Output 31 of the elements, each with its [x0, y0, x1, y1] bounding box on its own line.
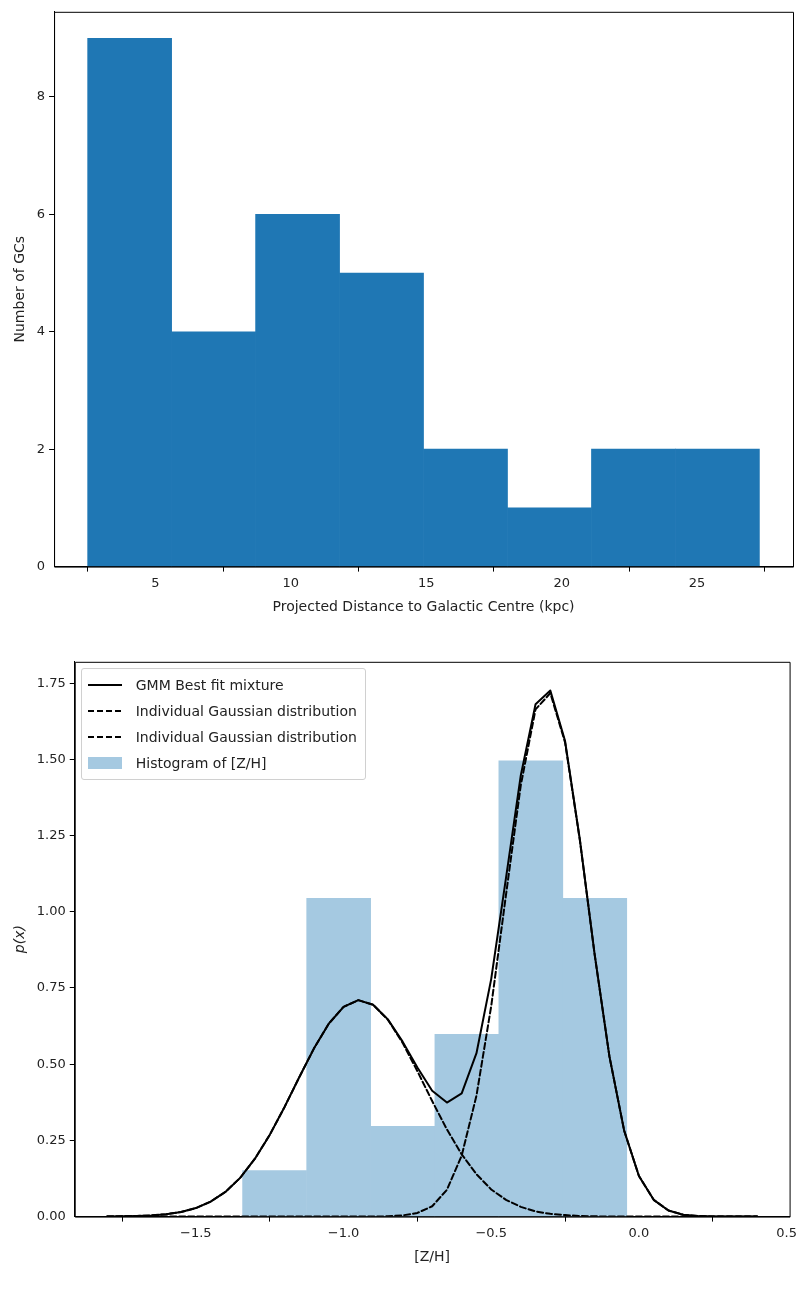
- x-tick-label: 5: [151, 574, 160, 590]
- y-tick-label: 0.50: [36, 1055, 66, 1071]
- legend-label: Histogram of [Z/H]: [135, 754, 267, 771]
- y-tick-label: 6: [36, 205, 46, 221]
- y-tick-label: 2: [36, 440, 46, 456]
- x-axis-title: Projected Distance to Galactic Centre (kpc): [272, 598, 575, 615]
- x-tick-label: 25: [688, 574, 706, 590]
- x-tick-label: 20: [553, 574, 570, 590]
- legend-label: Individual Gaussian distribution: [135, 728, 357, 745]
- y-tick-label: 4: [36, 323, 46, 339]
- y-axis-title: Number of GCs: [11, 235, 28, 343]
- y-axis-title: p(x): [11, 925, 28, 955]
- y-tick-label: 0: [36, 557, 46, 573]
- y-tick-label: 0.00: [36, 1207, 66, 1223]
- x-tick-label: 15: [417, 574, 435, 590]
- y-tick-label: 0.75: [36, 979, 66, 995]
- y-tick-label: 8: [36, 88, 46, 104]
- x-tick-label: −0.5: [475, 1224, 508, 1240]
- legend-label: Individual Gaussian distribution: [135, 702, 357, 719]
- x-tick-label: 0.0: [628, 1224, 650, 1240]
- x-axis-title: [Z/H]: [414, 1248, 451, 1265]
- x-tick-label: 10: [282, 574, 300, 590]
- y-tick-label: 1.75: [36, 674, 66, 690]
- y-tick-label: 1.25: [36, 826, 66, 842]
- x-tick-label: −1.0: [327, 1224, 360, 1240]
- legend-label: GMM Best fit mixture: [135, 676, 284, 693]
- y-tick-label: 0.25: [36, 1131, 66, 1147]
- x-tick-label: 0.5: [776, 1224, 797, 1240]
- y-tick-label: 1.50: [36, 750, 66, 766]
- y-tick-label: 1.00: [36, 903, 66, 919]
- x-tick-label: −1.5: [180, 1224, 212, 1240]
